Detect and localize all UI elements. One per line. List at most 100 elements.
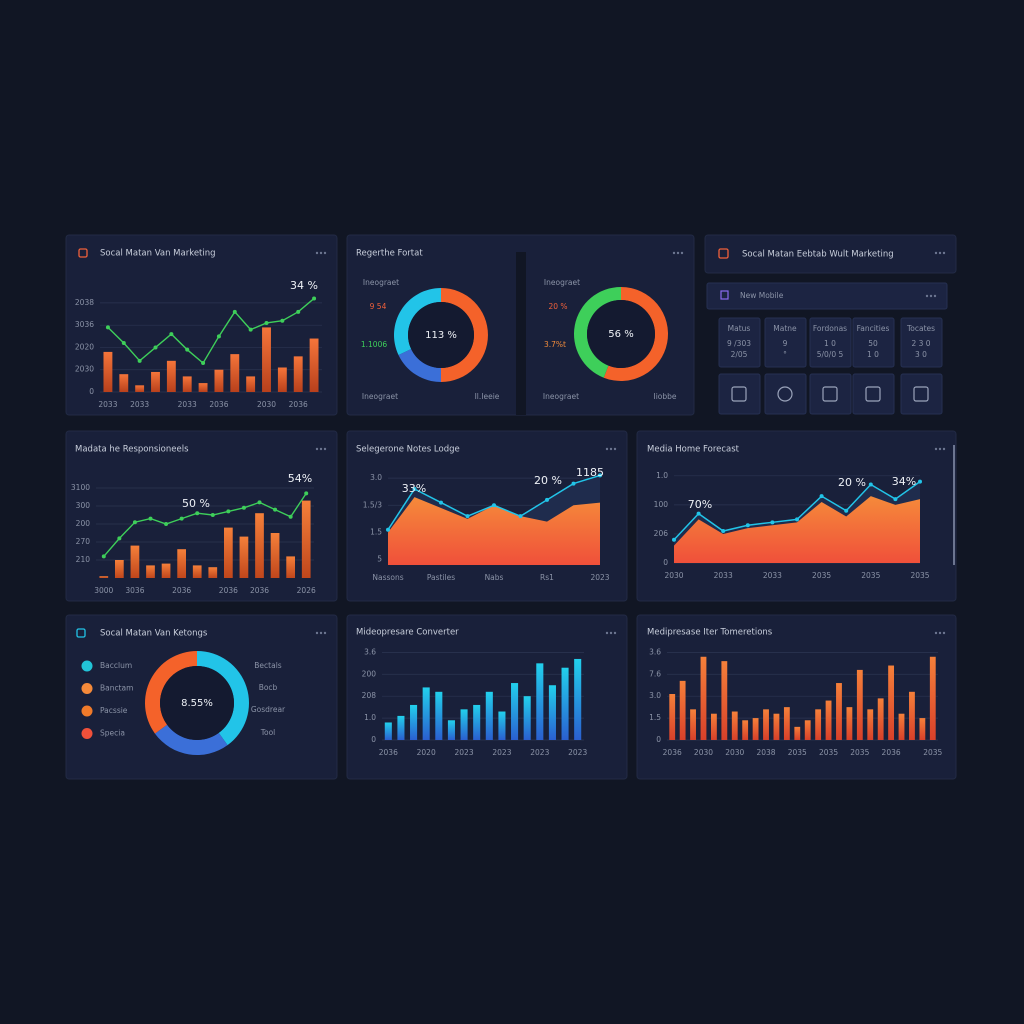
menu-dot — [942, 447, 946, 451]
menu-dot — [672, 251, 676, 255]
bar — [679, 680, 686, 740]
bar — [690, 709, 696, 740]
line-point — [137, 358, 142, 363]
x-tick-label: 2033 — [98, 400, 117, 409]
line-point — [201, 361, 206, 366]
line-point — [132, 520, 137, 525]
donut-hole — [408, 302, 474, 368]
donut-slice — [197, 651, 250, 746]
bar — [898, 713, 905, 740]
x-tick-label: 2026 — [297, 586, 316, 595]
line-point — [105, 325, 110, 330]
menu-dot — [929, 294, 933, 298]
side-label: Tool — [260, 728, 276, 737]
bar — [536, 663, 544, 740]
icon-button — [852, 373, 895, 415]
line-point — [465, 514, 470, 519]
legend-swatch — [81, 660, 93, 672]
line-point — [696, 511, 701, 516]
line-point — [257, 500, 262, 505]
icon-glyph — [777, 386, 793, 402]
annotation: 20 % — [534, 474, 562, 487]
x-tick-label: 2033 — [763, 571, 782, 580]
menu-dot — [938, 631, 942, 635]
x-tick-label: 2035 — [861, 571, 880, 580]
line-point — [241, 505, 246, 510]
menu-dot — [938, 251, 942, 255]
bar — [182, 376, 192, 392]
x-tick-label: 2023 — [492, 748, 511, 757]
bar — [919, 718, 926, 740]
widget-title: Socal Matan Eebtab Wult Marketing — [742, 250, 894, 260]
x-tick-label: 2030 — [257, 400, 276, 409]
line-point — [121, 341, 126, 345]
x-tick-label: 3036 — [125, 586, 144, 595]
icon-button — [764, 373, 807, 415]
x-tick-label: 2036 — [379, 748, 398, 757]
donut-slice — [394, 288, 441, 356]
annotation: 33% — [402, 482, 426, 495]
x-tick-label: 2023 — [568, 748, 587, 757]
menu-dot — [680, 251, 684, 255]
stat-value: 1 0 — [867, 350, 879, 359]
line-point — [232, 309, 237, 314]
widget-icon — [718, 248, 729, 259]
y-tick-label: 0 — [89, 387, 94, 396]
stat-cell — [764, 317, 807, 368]
y-tick-label: 3036 — [75, 320, 94, 329]
bar — [301, 500, 311, 578]
bar — [161, 563, 171, 578]
x-tick-label: 2030 — [725, 748, 744, 757]
y-tick-label: 2030 — [75, 365, 94, 374]
x-tick-label: 2036 — [219, 586, 238, 595]
line-point — [312, 296, 317, 301]
line-point — [296, 309, 301, 314]
x-tick-label: 2030 — [664, 571, 683, 580]
bar — [151, 371, 160, 392]
menu-dot — [613, 631, 617, 635]
menu-dot — [613, 447, 617, 451]
bar — [804, 720, 811, 740]
bar — [114, 560, 124, 578]
bar — [669, 694, 676, 740]
line-point — [386, 527, 390, 532]
bar — [825, 700, 832, 740]
x-tick-label: 2036 — [172, 586, 191, 595]
x-tick-label: 2033 — [178, 400, 197, 409]
panel-title: Mideopresare Converter — [356, 628, 459, 638]
line-point — [153, 345, 158, 350]
bar — [135, 385, 145, 392]
bar — [856, 669, 863, 740]
bar — [309, 338, 319, 392]
bar — [99, 576, 109, 578]
donut-slice — [603, 287, 668, 381]
icon-button — [900, 373, 943, 415]
menu-dot — [934, 447, 938, 451]
x-tick-label: 2035 — [819, 748, 838, 757]
annotation: 50 % — [182, 497, 210, 510]
stat-label: Matus — [728, 324, 751, 333]
donut-hole — [160, 666, 234, 740]
bar — [929, 656, 936, 740]
stat-value: 1 0 — [824, 339, 836, 348]
side-label: Ineograet — [543, 392, 579, 401]
menu-dot — [319, 251, 323, 255]
legend-label: Specia — [100, 729, 125, 738]
y-tick-label: 0 — [663, 558, 668, 567]
bar — [270, 533, 280, 578]
line-point — [264, 320, 269, 325]
bar — [877, 698, 884, 740]
legend-swatch — [81, 683, 93, 694]
x-tick-label: 2030 — [694, 748, 713, 757]
annotation: 1185 — [576, 466, 604, 479]
bar — [773, 713, 780, 740]
stat-cell — [809, 317, 852, 368]
bar — [119, 374, 129, 392]
legend-label: Banctam — [100, 684, 133, 693]
bar — [523, 696, 531, 740]
bar — [397, 715, 405, 740]
line-point — [795, 517, 799, 522]
menu-dot — [319, 631, 323, 635]
line-point — [210, 513, 215, 517]
donut-slice — [398, 349, 441, 382]
